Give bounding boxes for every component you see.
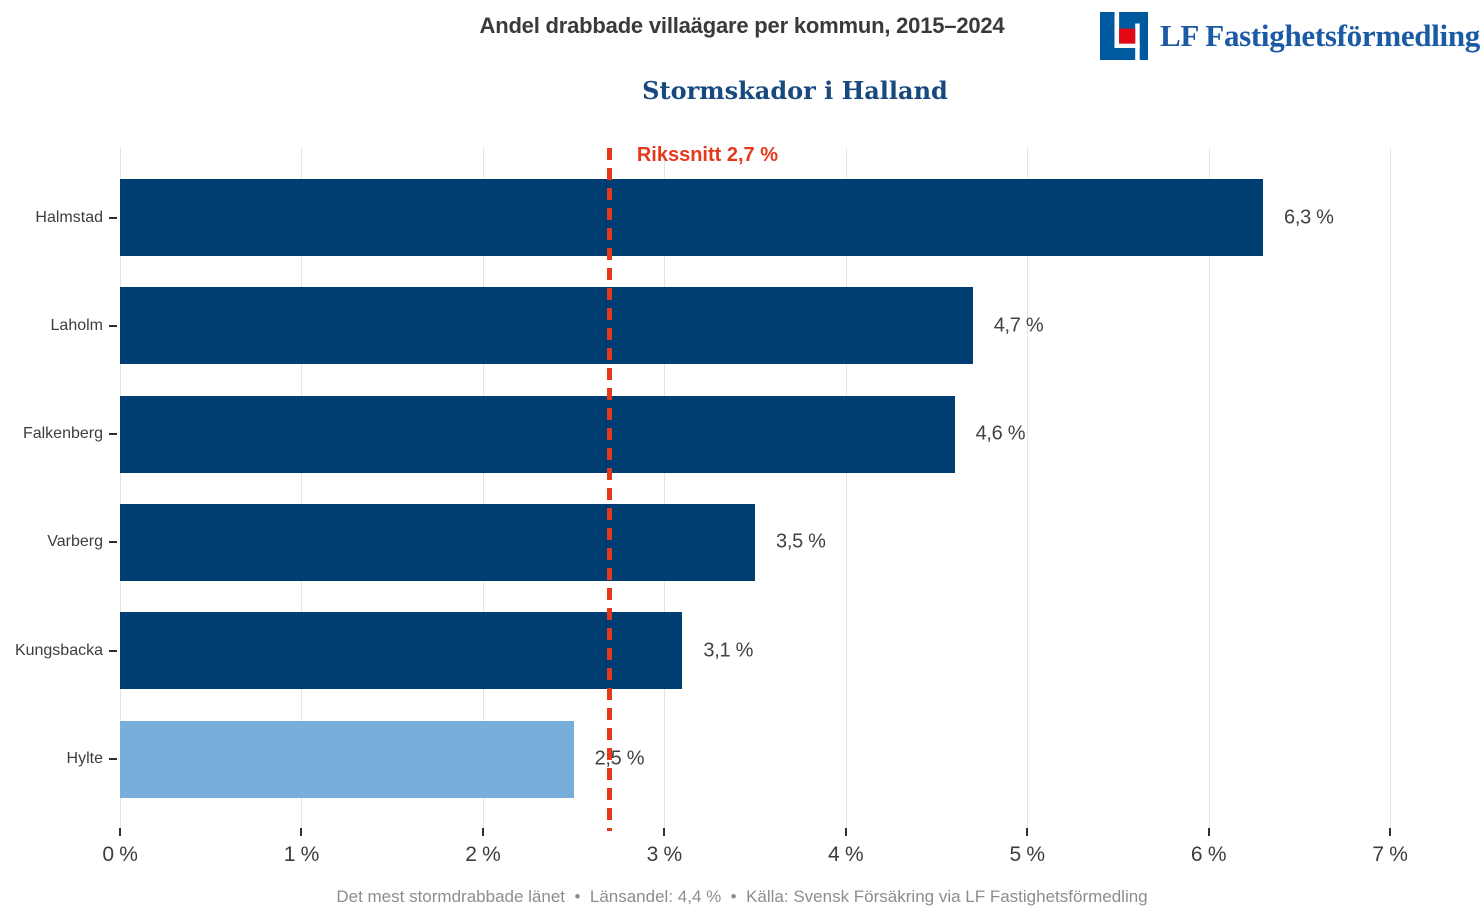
x-axis-tick-label: 0 % xyxy=(102,843,138,866)
x-axis-tick xyxy=(1026,828,1029,836)
x-axis-tick-label: 6 % xyxy=(1190,843,1227,866)
x-axis-tick xyxy=(844,828,847,836)
x-axis-tick-label: 1 % xyxy=(283,843,320,866)
gridline-7pct xyxy=(1390,148,1391,828)
category-label-varberg: Varberg xyxy=(47,533,103,551)
bar-value-label: 3,1 % xyxy=(703,639,754,662)
chart-subtitle: Stormskador i Halland xyxy=(642,76,948,105)
gridline-2pct xyxy=(482,148,484,828)
gridline-5pct xyxy=(1027,148,1029,828)
page-title: Andel drabbade villaägare per kommun, 20… xyxy=(479,13,1005,38)
category-label-hylte: Hylte xyxy=(66,750,103,767)
bar-falkenberg xyxy=(120,395,955,473)
x-axis-tick xyxy=(119,828,121,836)
category-label-laholm: Laholm xyxy=(50,316,103,334)
bar-value-label: 6,3 % xyxy=(1284,206,1334,228)
y-axis-tick xyxy=(109,541,117,544)
bar-laholm xyxy=(120,287,973,365)
category-label-falkenberg: Falkenberg xyxy=(22,425,103,443)
gridline-1pct xyxy=(301,148,303,828)
y-axis-tick xyxy=(109,324,117,327)
bar-kungsbacka xyxy=(120,612,683,690)
x-axis-tick xyxy=(300,828,303,836)
category-label-kungsbacka: Kungsbacka xyxy=(14,641,103,659)
y-axis-tick xyxy=(109,758,117,760)
national-average-label: Rikssnitt 2,7 % xyxy=(636,144,779,166)
footer-note: Det mest stormdrabbade länet • Länsandel… xyxy=(336,887,1148,906)
gridline-3pct xyxy=(664,148,666,828)
brand-name: LF Fastighetsförmedling xyxy=(1160,18,1481,53)
category-label-halmstad: Halmstad xyxy=(35,208,103,226)
y-axis-tick xyxy=(109,433,117,436)
x-axis-tick-label: 2 % xyxy=(465,843,501,866)
national-average-line xyxy=(607,148,613,831)
bar-halmstad xyxy=(120,179,1263,256)
bar-hylte xyxy=(120,720,574,798)
x-axis-tick-label: 4 % xyxy=(828,843,864,866)
y-axis-tick xyxy=(109,649,117,652)
bar-value-label: 2,5 % xyxy=(594,747,645,770)
x-axis-tick xyxy=(663,828,666,836)
x-axis-tick-label: 3 % xyxy=(646,843,683,866)
bar-value-label: 4,6 % xyxy=(975,422,1026,445)
bar-varberg xyxy=(120,503,755,581)
lf-logo-icon xyxy=(1100,12,1148,60)
x-axis-tick-label: 7 % xyxy=(1372,843,1408,866)
gridline-6pct xyxy=(1208,148,1210,828)
x-axis-tick xyxy=(481,828,484,836)
x-axis-tick-label: 5 % xyxy=(1009,843,1045,866)
y-axis-tick xyxy=(109,216,117,219)
brand-logo: LF Fastighetsförmedling xyxy=(1100,11,1480,61)
gridline-4pct xyxy=(845,148,847,828)
bar-value-label: 3,5 % xyxy=(776,530,826,553)
x-axis-tick xyxy=(1207,828,1210,836)
gridline-0pct xyxy=(120,148,121,828)
bar-value-label: 4,7 % xyxy=(993,314,1044,337)
x-axis-tick xyxy=(1389,828,1391,836)
